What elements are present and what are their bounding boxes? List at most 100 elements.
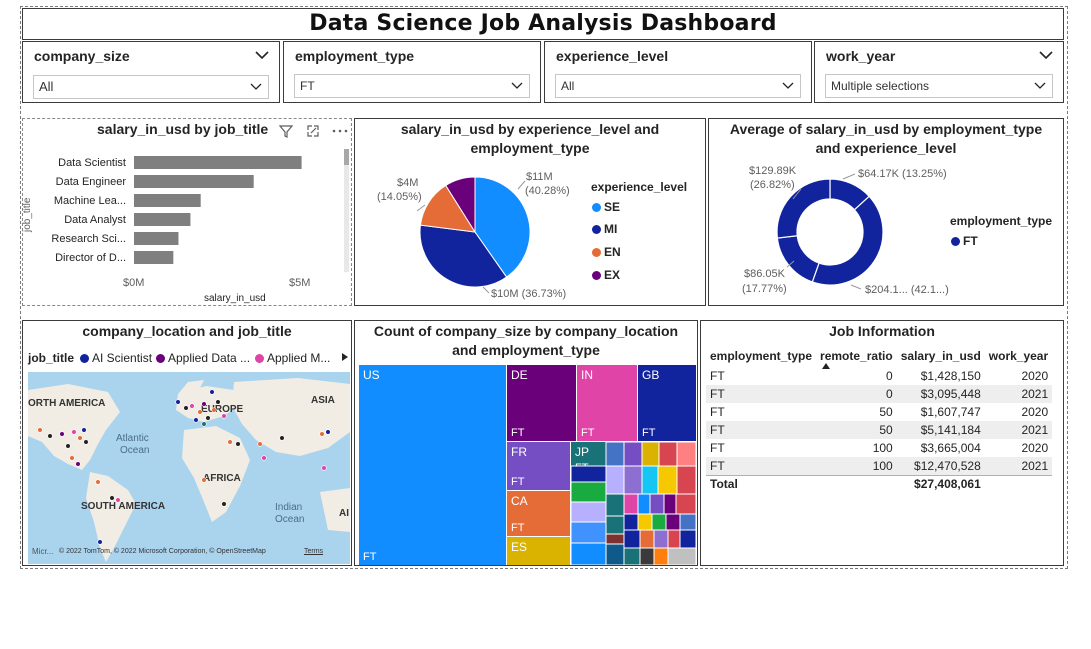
treemap-small-cell[interactable] (605, 465, 625, 495)
treemap-small-cell[interactable] (623, 465, 643, 495)
map-legend-item[interactable]: Applied M... (255, 351, 330, 365)
donut-slice[interactable] (811, 195, 884, 286)
treemap-small-cell[interactable] (571, 521, 607, 544)
map-point[interactable] (109, 495, 115, 501)
table-row[interactable]: FT 100 $3,665,004 2020 (706, 439, 1052, 457)
slicer-dropdown[interactable]: FT (294, 74, 530, 98)
pie-slice-mi[interactable] (419, 224, 508, 288)
treemap-cell-de[interactable]: DE FT (507, 365, 576, 441)
treemap-visual[interactable]: Count of company_size by company_locatio… (354, 320, 698, 566)
treemap-small-cell[interactable] (667, 547, 696, 565)
map-point[interactable] (279, 435, 285, 441)
map-point[interactable] (81, 427, 87, 433)
column-header-salary[interactable]: salary_in_usd (900, 349, 981, 363)
treemap-small-cell[interactable] (665, 513, 681, 531)
slicer-dropdown[interactable]: All (33, 75, 269, 99)
slicer-dropdown[interactable]: Multiple selections (825, 74, 1053, 98)
treemap-small-cell[interactable] (649, 493, 665, 515)
map-point[interactable] (261, 455, 267, 461)
map-point[interactable] (193, 417, 199, 423)
slicer-dropdown[interactable]: All (555, 74, 801, 98)
treemap-small-cell[interactable] (676, 465, 696, 495)
table-row[interactable]: FT 0 $1,428,150 2020 (706, 367, 1052, 385)
map-point[interactable] (183, 405, 189, 411)
bar[interactable] (134, 232, 179, 245)
map-point[interactable] (215, 399, 221, 405)
map-point[interactable] (209, 389, 215, 395)
pie-chart-visual[interactable]: salary_in_usd by experience_level and em… (354, 118, 706, 306)
bar[interactable] (134, 194, 201, 207)
map-point[interactable] (75, 461, 81, 467)
map-point[interactable] (83, 439, 89, 445)
map-point[interactable] (211, 407, 217, 413)
treemap-cell-gb[interactable]: GB FT (638, 365, 696, 441)
treemap-small-cell[interactable] (658, 442, 678, 467)
treemap-small-cell[interactable] (641, 465, 659, 495)
map-point[interactable] (65, 443, 71, 449)
treemap-small-cell[interactable] (605, 442, 625, 467)
pie-legend-se[interactable]: SE (592, 200, 620, 214)
treemap-small-cell[interactable] (653, 547, 669, 565)
map-point[interactable] (325, 429, 331, 435)
treemap-small-cells[interactable] (571, 442, 696, 565)
map-point[interactable] (227, 439, 233, 445)
treemap-cell-in[interactable]: IN FT (577, 365, 637, 441)
treemap-small-cell[interactable] (657, 465, 678, 495)
map-point[interactable] (189, 403, 195, 409)
map-point[interactable] (321, 465, 327, 471)
treemap-small-cell[interactable] (653, 529, 669, 549)
bar[interactable] (134, 251, 174, 264)
donut-slice[interactable] (776, 178, 831, 239)
bar[interactable] (134, 175, 254, 188)
more-options-icon[interactable] (331, 123, 349, 139)
table-row[interactable]: FT 0 $3,095,448 2021 (706, 385, 1053, 403)
treemap-small-cell[interactable] (605, 493, 625, 517)
column-header-employment-type[interactable]: employment_type (710, 349, 813, 363)
treemap-small-cell[interactable] (651, 513, 667, 531)
map-legend-item[interactable]: AI Scientist (80, 351, 152, 365)
treemap-small-cell[interactable] (571, 465, 607, 483)
map-point[interactable] (221, 501, 227, 507)
treemap-small-cell[interactable] (605, 543, 625, 565)
treemap-small-cell[interactable] (571, 481, 607, 503)
treemap-small-cell[interactable] (605, 533, 625, 545)
map-point[interactable] (175, 399, 181, 405)
map-point[interactable] (205, 415, 211, 421)
slicer-employment-type[interactable]: employment_type FT (283, 41, 541, 103)
treemap-small-cell[interactable] (639, 529, 655, 549)
map-point[interactable] (197, 409, 203, 415)
treemap-small-cell[interactable] (679, 513, 696, 531)
chevron-down-icon[interactable] (1039, 50, 1053, 60)
pie-legend-mi[interactable]: MI (592, 222, 617, 236)
treemap-small-cell[interactable] (679, 529, 696, 549)
map-point[interactable] (201, 477, 207, 483)
bar[interactable] (134, 156, 302, 169)
slicer-work-year[interactable]: work_year Multiple selections (814, 41, 1064, 103)
table-row[interactable]: FT 50 $5,141,184 2021 (706, 421, 1053, 439)
bar[interactable] (134, 213, 191, 226)
pie-slice-ex[interactable] (445, 176, 476, 234)
table-row[interactable]: FT 50 $1,607,747 2020 (706, 403, 1052, 421)
treemap-small-cell[interactable] (623, 442, 643, 467)
job-information-table-visual[interactable]: Job Information employment_type remote_r… (700, 320, 1064, 566)
treemap-small-cell[interactable] (623, 547, 641, 565)
bar-chart-visual[interactable]: salary_in_usd by job_title Data Scientis… (22, 118, 352, 306)
vertical-scrollbar[interactable] (344, 149, 349, 272)
treemap-small-cell[interactable] (623, 493, 639, 515)
map-point[interactable] (201, 421, 207, 427)
treemap-small-cell[interactable] (623, 513, 639, 531)
pie-legend-en[interactable]: EN (592, 245, 621, 259)
treemap-small-cell[interactable] (676, 442, 696, 467)
treemap-small-cell[interactable] (663, 493, 677, 515)
treemap-small-cell[interactable] (623, 529, 641, 549)
filter-icon[interactable] (278, 123, 294, 139)
map-point[interactable] (59, 431, 65, 437)
treemap-small-cell[interactable] (605, 515, 625, 535)
map-point[interactable] (71, 429, 77, 435)
treemap-small-cell[interactable] (637, 493, 651, 515)
pie-slice-se[interactable] (474, 176, 531, 278)
treemap-small-cell[interactable] (571, 501, 607, 523)
focus-mode-icon[interactable] (305, 123, 321, 139)
map-point[interactable] (95, 479, 101, 485)
pie-legend-ex[interactable]: EX (592, 268, 620, 282)
